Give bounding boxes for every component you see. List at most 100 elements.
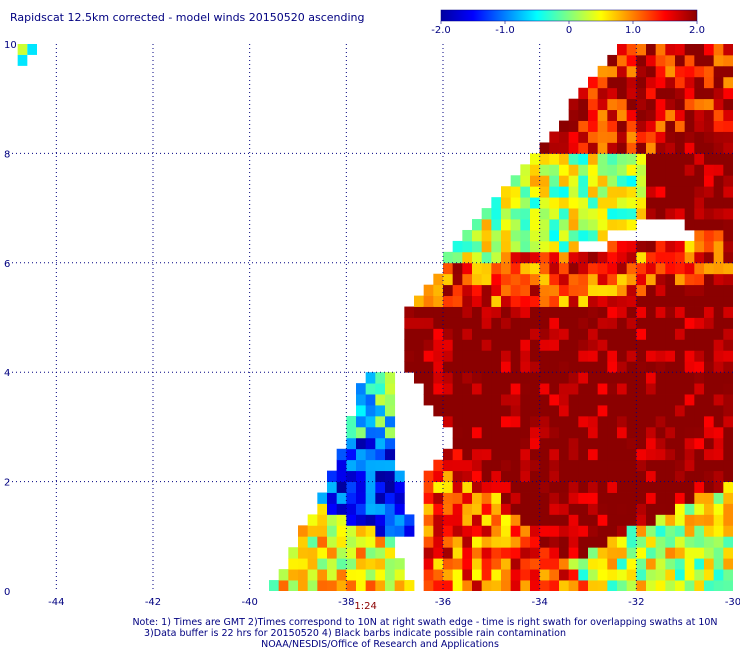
data-cell [568,558,579,570]
data-cell [646,109,657,121]
data-cell [549,394,560,406]
data-cell [559,164,570,176]
data-cell [646,295,657,307]
data-cell [597,459,608,472]
data-cell [617,98,628,111]
data-cell [704,547,715,559]
data-cell [462,481,473,493]
data-cell [684,219,695,231]
data-cell [568,120,579,132]
data-cell [665,437,676,450]
data-cell [433,372,444,384]
data-cell [665,317,676,329]
data-cell [501,262,512,275]
data-cell [559,175,570,187]
data-cell [713,229,724,242]
data-cell [713,426,724,439]
data-cell [423,372,434,384]
data-cell [617,186,628,198]
data-cell [723,569,733,581]
data-cell [655,153,666,165]
data-cell [472,383,483,395]
data-cell [568,459,579,472]
data-cell [501,536,512,548]
data-cell [655,65,666,78]
data-cell [568,339,579,351]
data-cell [288,547,299,559]
data-cell [617,536,628,548]
data-cell [675,569,686,581]
data-cell [597,98,608,111]
data-cell [684,65,695,78]
data-cell [723,186,733,198]
data-cell [559,153,570,165]
data-cell [501,405,512,417]
data-cell [472,328,483,340]
data-cell [723,273,733,286]
data-cell [549,503,560,515]
data-cell [501,361,512,373]
data-cell [626,120,637,132]
data-cell [588,426,599,439]
data-cell [684,284,695,297]
data-cell [288,558,299,570]
data-cell [607,448,618,461]
data-cell [684,580,695,591]
data-cell [510,295,521,307]
data-cell [665,470,676,482]
data-cell [713,470,724,482]
data-cell [510,492,521,504]
data-cell [675,295,686,307]
data-cell [559,251,570,264]
data-cell [423,503,434,515]
data-cell [423,547,434,559]
data-cell [520,415,531,428]
data-cell [607,251,618,264]
data-cell [530,295,541,307]
data-cell [394,514,405,526]
data-cell [520,514,531,526]
data-cell [559,459,570,472]
data-cell [385,580,396,591]
data-cell [433,339,444,351]
data-cell [655,76,666,89]
data-cell [713,350,724,362]
data-cell [617,197,628,209]
data-cell [694,372,705,384]
data-cell [636,569,647,581]
data-cell [694,186,705,198]
data-cell [568,153,579,165]
data-cell [597,317,608,329]
data-cell [665,383,676,395]
data-cell [704,339,715,351]
data-cell [520,219,531,231]
data-cell [559,197,570,209]
corner-cell [27,44,37,55]
data-cell [520,372,531,384]
data-cell [607,459,618,472]
data-cell [510,339,521,351]
data-cell [636,186,647,198]
data-cell [375,525,386,537]
data-cell [723,558,733,570]
data-cell [597,481,608,493]
data-cell [713,76,724,89]
data-cell [501,470,512,482]
data-cell [559,328,570,340]
data-cell [472,350,483,362]
data-cell [491,569,502,581]
data-cell [578,317,589,329]
data-cell [452,558,463,570]
data-cell [501,394,512,406]
data-cell [568,175,579,187]
data-cell [723,284,733,297]
data-cell [481,481,492,493]
data-cell [617,175,628,187]
data-cell [481,514,492,526]
data-cell [675,536,686,548]
data-cell [317,503,328,515]
data-cell [530,339,541,351]
data-cell [675,153,686,165]
data-cell [626,569,637,581]
data-cell [356,448,367,461]
